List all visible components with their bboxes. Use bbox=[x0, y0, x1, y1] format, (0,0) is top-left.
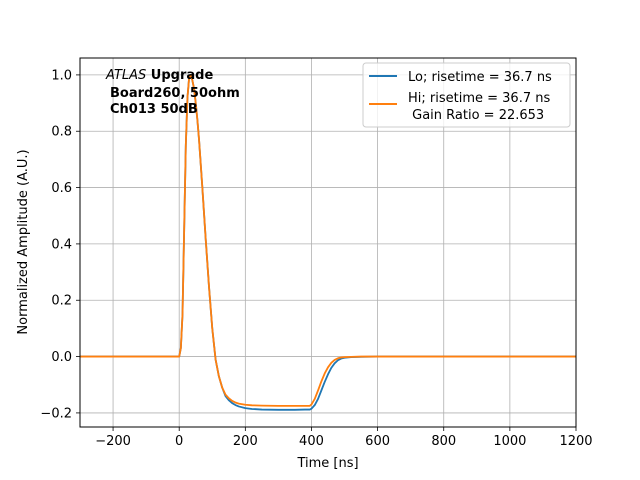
y-tick-label: 0.8 bbox=[51, 125, 72, 140]
ticks: −200 0 200 400 600 800 1000 1200 −0.2 0.0 0.2 0.4 0.… bbox=[40, 68, 592, 449]
legend: Lo; risetime = 36.7 ns Hi; risetime = 36… bbox=[362, 62, 571, 128]
y-axis-label: Normalized Amplitude (A.U.) bbox=[16, 149, 31, 334]
series-group bbox=[80, 74, 576, 411]
x-tick-label: −200 bbox=[95, 434, 131, 449]
plot-frame bbox=[79, 57, 577, 428]
annotation-line-1: ATLAS Upgrade bbox=[105, 68, 213, 83]
annotation-atlas: ATLAS bbox=[105, 68, 146, 83]
legend-label-hi-line: Gain Ratio = 22.653 bbox=[408, 108, 544, 123]
y-tick-label: 0.4 bbox=[51, 237, 72, 252]
annotation-line-2: Board260, 50ohm bbox=[110, 86, 240, 101]
x-axis-label: Time [ns] bbox=[296, 456, 358, 471]
x-tick-label: 200 bbox=[233, 434, 258, 449]
annotation-upgrade: Upgrade bbox=[146, 68, 213, 83]
x-tick-label: 800 bbox=[431, 434, 456, 449]
x-tick-label: 1200 bbox=[559, 434, 592, 449]
y-tick-label: 1.0 bbox=[51, 68, 72, 83]
annotation-line-3: Ch013 50dB bbox=[110, 102, 198, 117]
y-tick-label: −0.2 bbox=[40, 406, 72, 421]
x-tick-label: 1000 bbox=[493, 434, 526, 449]
x-tick-label: 0 bbox=[175, 434, 183, 449]
legend-box bbox=[362, 62, 571, 128]
y-tick-label: 0.0 bbox=[51, 350, 72, 365]
y-tick-label: 0.2 bbox=[51, 294, 72, 309]
legend-label-lo: Lo; risetime = 36.7 ns bbox=[408, 70, 552, 85]
annotation: ATLAS Upgrade Board260, 50ohm Ch013 50dB bbox=[105, 68, 240, 117]
legend-label-hi: Hi; risetime = 36.7 ns Gain Ratio = 22.6… bbox=[408, 91, 550, 123]
legend-label-hi-line: Hi; risetime = 36.7 ns bbox=[408, 91, 550, 106]
x-tick-label: 600 bbox=[365, 434, 390, 449]
series-line-hi bbox=[80, 74, 576, 407]
y-tick-label: 0.6 bbox=[51, 181, 72, 196]
x-tick-label: 400 bbox=[299, 434, 324, 449]
